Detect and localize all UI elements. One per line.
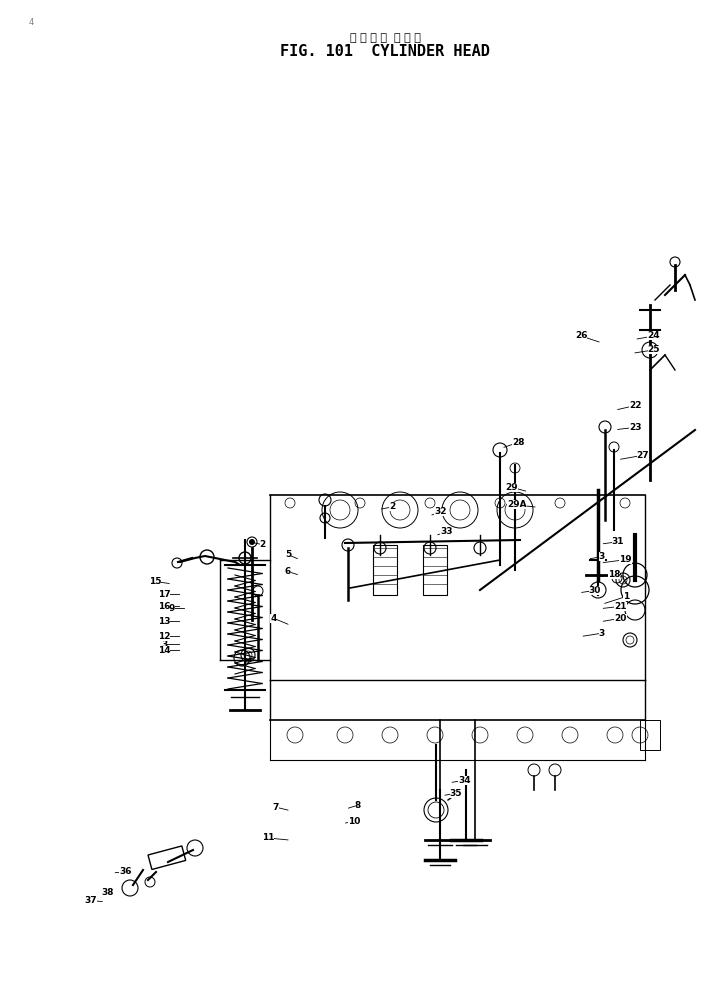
Text: 2: 2 [260,540,266,550]
Text: 10: 10 [348,816,361,826]
Text: 8: 8 [355,800,361,810]
Text: 3: 3 [161,639,167,649]
Text: 24: 24 [647,331,660,341]
Text: 26: 26 [575,331,588,341]
Text: 6: 6 [285,567,291,577]
Text: 21: 21 [614,601,627,611]
Text: 16: 16 [158,601,171,611]
Text: 37: 37 [84,896,97,906]
Text: 38: 38 [102,888,114,898]
Text: 12: 12 [158,631,171,641]
Text: 29: 29 [505,482,518,492]
Text: 4: 4 [271,613,276,623]
Text: 35: 35 [449,788,462,798]
Text: 18: 18 [608,570,621,580]
Text: 14: 14 [158,645,171,655]
Text: 36: 36 [119,867,132,877]
Text: 22: 22 [629,401,642,411]
Text: 4: 4 [29,18,34,27]
Text: 29A: 29A [507,500,527,510]
Text: 3: 3 [599,552,605,562]
Text: 2: 2 [390,502,395,512]
Bar [423,545,447,595]
Text: 33: 33 [440,527,453,537]
Text: 1: 1 [624,591,629,601]
Text: 9: 9 [168,603,174,613]
Bar [640,720,660,750]
Text: 27: 27 [636,450,649,460]
Text: 11: 11 [261,833,274,843]
Text: 20: 20 [614,613,627,623]
Bar [148,846,186,870]
Text: FIG. 101  CYLINDER HEAD: FIG. 101 CYLINDER HEAD [280,44,490,60]
Text: 23: 23 [629,422,642,432]
Circle shape [249,539,255,545]
Text: 7: 7 [273,802,279,812]
Text: 19: 19 [619,555,632,565]
Text: 25: 25 [647,345,660,355]
Text: 28: 28 [512,437,525,447]
Text: 17: 17 [158,589,171,599]
Bar [373,545,397,595]
Text: 30: 30 [588,585,601,595]
Text: 15: 15 [148,577,161,586]
Text: シ リ ン ダ  ヘ ッ ド: シ リ ン ダ ヘ ッ ド [350,33,420,43]
Text: 3: 3 [599,628,605,638]
Text: 32: 32 [434,507,447,517]
Text: 31: 31 [611,537,624,547]
Text: 13: 13 [158,616,171,626]
Text: 5: 5 [285,550,291,560]
Text: 34: 34 [458,775,471,785]
